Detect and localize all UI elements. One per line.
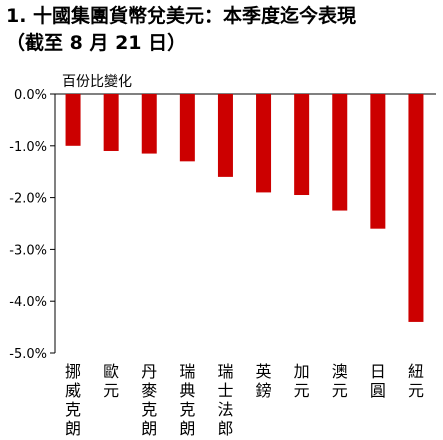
bar [408,94,424,322]
y-tick-label: -4.0% [9,295,47,310]
x-tick-label: 歐元 [103,362,119,400]
y-tick-label: 0.0% [14,88,47,103]
x-tick-label: 日圓 [370,362,386,400]
chart-subtitle: （截至 8 月 21 日） [6,32,187,54]
y-tick-label: -2.0% [9,192,47,207]
x-tick-label: 加元 [294,362,310,400]
x-tick-label: 丹麥克朗 [141,362,157,438]
bar [256,94,272,193]
bar [179,94,195,162]
tick-labels: 0.0% -1.0% -2.0% -3.0% -4.0% -5.0% 挪威克朗 歐元 丹麥克朗 瑞… [9,88,424,438]
chart-title: 1. 十國集團貨幣兌美元：本季度迄今表現 [6,5,357,27]
x-tick-label: 瑞士法郎 [217,362,233,438]
x-tick-label: 挪威克朗 [65,362,81,438]
bar [141,94,157,154]
x-tick-label: 紐元 [408,362,424,400]
y-tick-label: -1.0% [9,140,47,155]
x-tick-label: 英鎊 [256,362,272,400]
x-tick-label: 澳元 [332,362,348,400]
y-tick-label: -3.0% [9,243,47,258]
bar [103,94,119,151]
y-axis-label: 百份比變化 [62,74,132,90]
bar [332,94,348,211]
bar [65,94,81,146]
x-tick-label: 瑞典克朗 [179,362,195,438]
bars [65,94,424,322]
bar [217,94,233,177]
y-tick-label: -5.0% [9,347,47,362]
bar [370,94,386,229]
bar [294,94,310,196]
